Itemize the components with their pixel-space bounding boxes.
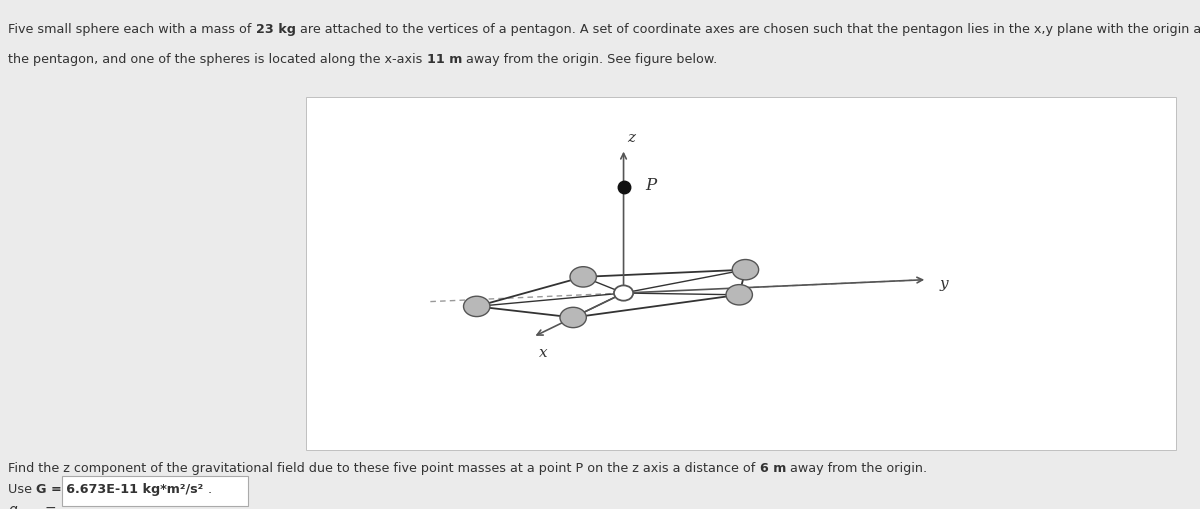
Ellipse shape: [560, 307, 587, 328]
Text: P: P: [646, 177, 656, 193]
Text: x: x: [539, 346, 547, 360]
Text: Find the z component of the gravitational field due to these five point masses a: Find the z component of the gravitationa…: [8, 462, 760, 475]
Text: away from the origin.: away from the origin.: [786, 462, 928, 475]
Text: y: y: [940, 277, 948, 291]
Text: the pentagon, and one of the spheres is located along the x-axis: the pentagon, and one of the spheres is …: [8, 53, 427, 67]
Text: .: .: [204, 483, 211, 496]
Ellipse shape: [614, 286, 634, 301]
Text: G = 6.673E-11 kg*m²/s²: G = 6.673E-11 kg*m²/s²: [36, 483, 204, 496]
Ellipse shape: [732, 260, 758, 280]
Text: are attached to the vertices of a pentagon. A set of coordinate axes are chosen : are attached to the vertices of a pentag…: [295, 23, 1200, 36]
Text: 11 m: 11 m: [427, 53, 462, 67]
Bar: [306, 97, 1176, 450]
Text: 6 m: 6 m: [760, 462, 786, 475]
Ellipse shape: [726, 285, 752, 305]
Ellipse shape: [463, 296, 490, 317]
Text: =: =: [44, 504, 56, 509]
Text: z: z: [628, 131, 635, 145]
Text: away from the origin. See figure below.: away from the origin. See figure below.: [462, 53, 718, 67]
Text: $g_z$: $g_z$: [8, 504, 24, 509]
Text: Use: Use: [8, 483, 36, 496]
Ellipse shape: [570, 267, 596, 287]
Bar: [62, 476, 248, 506]
Text: Five small sphere each with a mass of: Five small sphere each with a mass of: [8, 23, 256, 36]
Text: 23 kg: 23 kg: [256, 23, 295, 36]
